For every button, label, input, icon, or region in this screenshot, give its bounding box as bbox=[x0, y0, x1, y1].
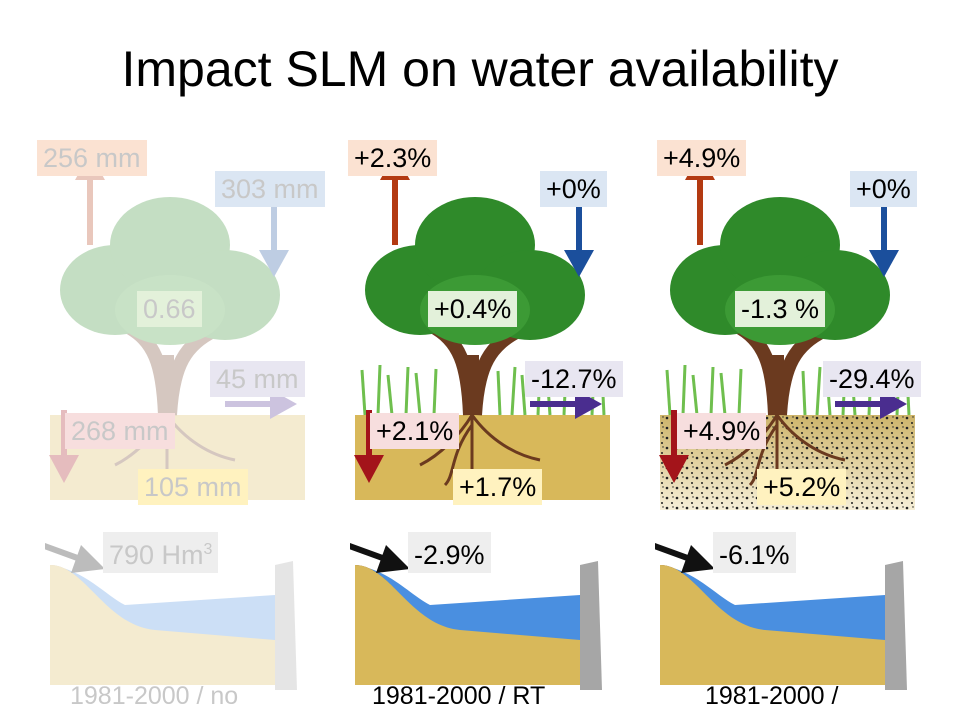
soil-storage-label: +5.2% bbox=[757, 469, 847, 505]
reservoir-icon bbox=[50, 561, 297, 690]
reservoir-icon bbox=[355, 561, 602, 690]
panel-scene bbox=[350, 153, 610, 690]
reservoir-label: -2.9% bbox=[408, 532, 491, 573]
page-title: Impact SLM on water availability bbox=[121, 41, 839, 97]
lateral-flow-label: 45 mm bbox=[210, 361, 305, 397]
percolation-label: +2.1% bbox=[370, 413, 460, 449]
percolation-label: +4.9% bbox=[677, 413, 767, 449]
panel-baseline: 256 mm 303 mm 0.66 45 mm 268 mm 105 mm 7… bbox=[37, 125, 325, 720]
soil-storage-label: +1.7% bbox=[453, 469, 543, 505]
caption-rt: 1981-2000 / RT bbox=[372, 682, 546, 710]
evaporation-label: 256 mm bbox=[37, 140, 147, 176]
reservoir-icon bbox=[660, 561, 907, 690]
rainfall-label: 303 mm bbox=[215, 171, 325, 207]
caption-baseline: 1981-2000 / no bbox=[70, 682, 239, 710]
inflow-arrow-icon bbox=[350, 543, 410, 573]
rain-arrow-icon bbox=[869, 190, 899, 277]
percolation-label: 268 mm bbox=[65, 413, 175, 449]
panel-rt: +2.3% +0% +0.4% -12.7% +2.1% +1.7% -2.9% bbox=[348, 125, 630, 720]
tree-value-label: 0.66 bbox=[137, 291, 202, 327]
inflow-arrow-icon bbox=[45, 543, 105, 573]
percolation-arrow-icon bbox=[354, 410, 384, 483]
reservoir-value: -2.9% bbox=[414, 540, 485, 570]
reservoir-label: -6.1% bbox=[713, 532, 796, 573]
reservoir-label: 790 Hm3 bbox=[103, 532, 219, 573]
evaporation-label: +4.9% bbox=[657, 140, 747, 176]
tree-value-label: -1.3 % bbox=[735, 291, 826, 327]
caption-slm: 1981-2000 / bbox=[705, 682, 839, 710]
rainfall-label: +0% bbox=[850, 171, 917, 207]
inflow-arrow-icon bbox=[655, 543, 715, 573]
lateral-flow-label: -29.4% bbox=[823, 361, 921, 397]
percolation-arrow-icon bbox=[659, 410, 689, 483]
lateral-flow-label: -12.7% bbox=[525, 361, 623, 397]
reservoir-unit-superscript: 3 bbox=[203, 541, 213, 558]
soil-storage-label: 105 mm bbox=[138, 469, 248, 505]
panel-slm: +4.9% +0% -1.3 % -29.4% +4.9% +5.2% -6.1… bbox=[655, 125, 935, 720]
reservoir-value: 790 Hm bbox=[109, 540, 204, 570]
rain-arrow-icon bbox=[259, 190, 289, 277]
rainfall-label: +0% bbox=[540, 171, 607, 207]
rain-arrow-icon bbox=[564, 190, 594, 277]
percolation-arrow-icon bbox=[49, 410, 79, 483]
reservoir-value: -6.1% bbox=[719, 540, 790, 570]
evaporation-label: +2.3% bbox=[348, 140, 438, 176]
tree-value-label: +0.4% bbox=[428, 291, 518, 327]
